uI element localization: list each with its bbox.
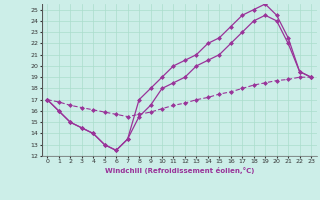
X-axis label: Windchill (Refroidissement éolien,°C): Windchill (Refroidissement éolien,°C) [105,167,254,174]
